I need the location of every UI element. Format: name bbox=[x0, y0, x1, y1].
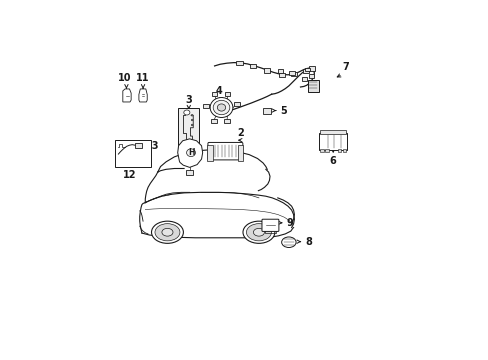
Text: 3: 3 bbox=[185, 95, 192, 105]
Ellipse shape bbox=[155, 224, 180, 241]
Ellipse shape bbox=[281, 237, 295, 247]
Ellipse shape bbox=[191, 114, 193, 116]
Ellipse shape bbox=[253, 228, 264, 236]
FancyBboxPatch shape bbox=[277, 69, 283, 73]
Ellipse shape bbox=[191, 119, 193, 121]
Bar bbox=[320, 130, 345, 134]
FancyBboxPatch shape bbox=[233, 102, 239, 107]
Text: H: H bbox=[187, 148, 194, 157]
Text: 9: 9 bbox=[286, 218, 293, 228]
FancyBboxPatch shape bbox=[289, 71, 294, 75]
Text: 2: 2 bbox=[237, 128, 243, 138]
Bar bbox=[177, 108, 198, 149]
Bar bbox=[115, 140, 150, 167]
Bar bbox=[237, 145, 243, 161]
Text: 10: 10 bbox=[118, 73, 132, 82]
Ellipse shape bbox=[183, 110, 189, 115]
FancyBboxPatch shape bbox=[291, 72, 297, 76]
Polygon shape bbox=[122, 89, 131, 102]
FancyBboxPatch shape bbox=[305, 68, 310, 72]
Polygon shape bbox=[177, 139, 202, 167]
FancyBboxPatch shape bbox=[308, 74, 314, 78]
Ellipse shape bbox=[217, 104, 225, 111]
FancyBboxPatch shape bbox=[236, 61, 242, 65]
FancyBboxPatch shape bbox=[308, 67, 314, 71]
Bar bbox=[207, 145, 212, 161]
Text: 1: 1 bbox=[189, 125, 195, 135]
FancyBboxPatch shape bbox=[307, 80, 318, 92]
FancyBboxPatch shape bbox=[185, 170, 193, 175]
FancyBboxPatch shape bbox=[250, 64, 256, 68]
FancyBboxPatch shape bbox=[263, 68, 269, 73]
Ellipse shape bbox=[243, 221, 274, 243]
Text: 11: 11 bbox=[136, 73, 149, 82]
Text: 5: 5 bbox=[280, 105, 287, 116]
Bar bbox=[337, 149, 340, 152]
FancyBboxPatch shape bbox=[210, 118, 216, 123]
Ellipse shape bbox=[210, 98, 232, 117]
FancyBboxPatch shape bbox=[319, 133, 346, 150]
Text: 8: 8 bbox=[305, 237, 312, 247]
FancyBboxPatch shape bbox=[224, 118, 229, 123]
Bar bbox=[342, 149, 346, 152]
Text: 7: 7 bbox=[341, 62, 348, 72]
Text: 13: 13 bbox=[145, 141, 159, 151]
Text: 6: 6 bbox=[329, 156, 336, 166]
Ellipse shape bbox=[162, 228, 173, 236]
Ellipse shape bbox=[151, 221, 183, 243]
FancyBboxPatch shape bbox=[207, 143, 243, 160]
FancyBboxPatch shape bbox=[203, 104, 208, 108]
FancyBboxPatch shape bbox=[224, 92, 230, 96]
Ellipse shape bbox=[186, 149, 195, 157]
FancyBboxPatch shape bbox=[262, 219, 278, 231]
Bar bbox=[320, 149, 323, 152]
Ellipse shape bbox=[191, 124, 193, 126]
Ellipse shape bbox=[213, 100, 229, 115]
Text: 12: 12 bbox=[123, 170, 137, 180]
Ellipse shape bbox=[246, 224, 271, 241]
FancyBboxPatch shape bbox=[301, 77, 307, 81]
FancyBboxPatch shape bbox=[211, 92, 217, 96]
FancyBboxPatch shape bbox=[262, 108, 270, 114]
FancyBboxPatch shape bbox=[278, 73, 284, 77]
Bar bbox=[325, 149, 328, 152]
Polygon shape bbox=[139, 89, 147, 102]
Text: 4: 4 bbox=[215, 86, 222, 96]
FancyBboxPatch shape bbox=[303, 69, 308, 73]
FancyBboxPatch shape bbox=[135, 143, 142, 148]
